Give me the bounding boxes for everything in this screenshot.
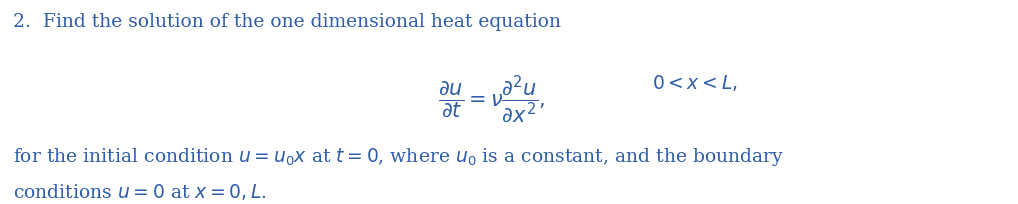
Text: for the initial condition $u = u_0 x$ at $t = 0$, where $u_0$ is a constant, and: for the initial condition $u = u_0 x$ at… bbox=[13, 146, 785, 168]
Text: conditions $u = 0$ at $x = 0, L.$: conditions $u = 0$ at $x = 0, L.$ bbox=[13, 182, 267, 202]
Text: $\dfrac{\partial u}{\partial t} = \nu\dfrac{\partial^2 u}{\partial x^2},$: $\dfrac{\partial u}{\partial t} = \nu\df… bbox=[438, 73, 545, 124]
Text: 2.  Find the solution of the one dimensional heat equation: 2. Find the solution of the one dimensio… bbox=[13, 13, 561, 31]
Text: $0 < x < L,$: $0 < x < L,$ bbox=[652, 73, 737, 93]
